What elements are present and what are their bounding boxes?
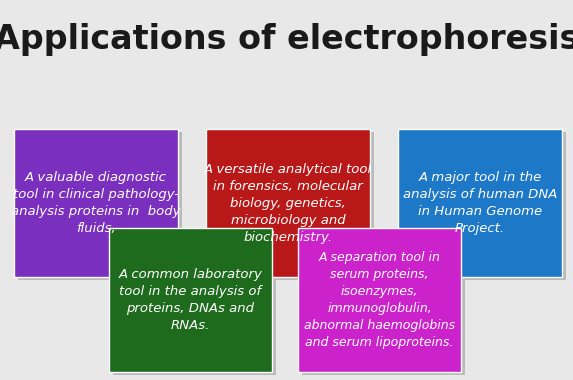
FancyBboxPatch shape	[398, 129, 562, 277]
FancyBboxPatch shape	[402, 132, 566, 280]
Text: A major tool in the
analysis of human DNA
in Human Genome
Project.: A major tool in the analysis of human DN…	[403, 171, 557, 235]
FancyBboxPatch shape	[18, 132, 182, 280]
FancyBboxPatch shape	[14, 129, 178, 277]
Text: Applications of electrophoresis: Applications of electrophoresis	[0, 23, 573, 56]
Text: A versatile analytical tool
in forensics, molecular
biology, genetics,
microbiol: A versatile analytical tool in forensics…	[204, 163, 372, 244]
FancyBboxPatch shape	[109, 228, 272, 372]
FancyBboxPatch shape	[210, 132, 374, 280]
FancyBboxPatch shape	[298, 228, 461, 372]
FancyBboxPatch shape	[302, 231, 465, 375]
Text: A separation tool in
serum proteins,
isoenzymes,
immunoglobulin,
abnormal haemog: A separation tool in serum proteins, iso…	[304, 251, 455, 349]
Text: A common laboratory
tool in the analysis of
proteins, DNAs and
RNAs.: A common laboratory tool in the analysis…	[119, 268, 262, 332]
Text: A valuable diagnostic
tool in clinical pathology-
analysis proteins in  body
flu: A valuable diagnostic tool in clinical p…	[11, 171, 180, 235]
FancyBboxPatch shape	[206, 129, 370, 277]
FancyBboxPatch shape	[113, 231, 276, 375]
